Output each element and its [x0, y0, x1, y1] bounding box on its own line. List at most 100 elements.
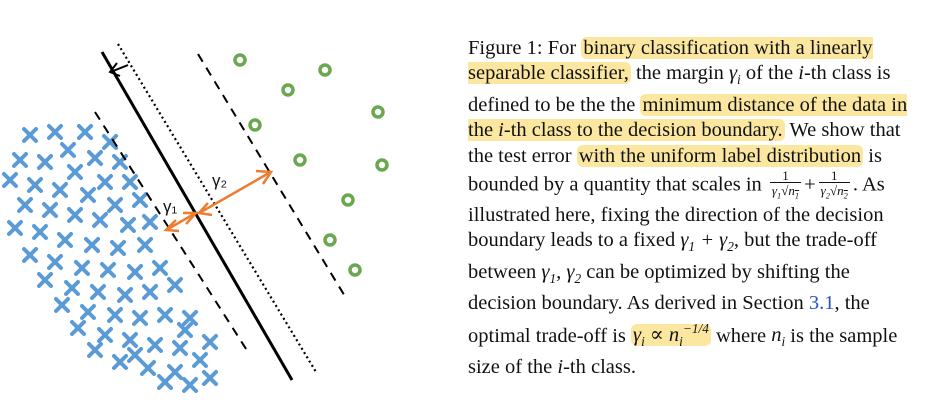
caption-text: , the optimal trade-off is — [468, 292, 870, 347]
x-mark-icon — [97, 174, 113, 190]
x-mark-icon — [87, 150, 103, 166]
x-mark-icon — [182, 310, 198, 326]
circle-mark-icon — [341, 193, 355, 207]
x-mark-icon — [2, 172, 18, 188]
figure-caption: Figure 1: For binary classification with… — [468, 37, 908, 378]
x-mark-icon — [127, 264, 143, 280]
x-mark-icon — [110, 240, 126, 256]
x-mark-icon — [52, 182, 68, 198]
gamma-1-label: γ₁ — [163, 197, 178, 216]
math-i: i — [798, 62, 804, 85]
circle-mark-icon — [248, 118, 262, 132]
x-mark-icon — [37, 154, 53, 170]
caption-text: of the — [745, 62, 794, 85]
x-mark-icon — [202, 370, 218, 386]
x-mark-icon — [60, 142, 76, 158]
x-mark-icon — [107, 307, 123, 323]
x-mark-icon — [157, 307, 173, 323]
math-fraction-2: 1 γ2√n2 — [818, 168, 850, 201]
x-mark-icon — [70, 320, 86, 336]
circle-mark-icon — [375, 158, 389, 172]
x-mark-icon — [167, 277, 183, 293]
x-mark-icon — [122, 174, 138, 190]
highlight-uniform-label: with the uniform label distribution — [576, 144, 864, 167]
x-mark-icon — [22, 247, 38, 263]
x-mark-icon — [107, 197, 123, 213]
caption-text: where — [716, 324, 767, 347]
x-mark-icon — [80, 187, 96, 203]
x-mark-icon — [172, 340, 188, 356]
figure-label: Figure 1: — [468, 37, 543, 59]
caption-text: , but the trade-off between — [468, 229, 877, 283]
math-gamma-sum: γ1 + γ2 — [680, 229, 734, 255]
shifted-decision-boundary — [117, 43, 317, 373]
circle-mark-icon — [233, 53, 247, 67]
math-gamma-i: γi — [728, 62, 741, 88]
x-mark-icon — [147, 337, 163, 353]
x-mark-icon — [17, 197, 33, 213]
caption-text: -th class is defined to be the the — [468, 62, 891, 116]
x-mark-icon — [97, 327, 113, 343]
x-mark-icon — [182, 377, 198, 393]
class-o-points — [233, 53, 389, 277]
caption-text: is the sample size of the — [468, 324, 898, 378]
x-mark-icon — [142, 284, 158, 300]
x-mark-icon — [80, 304, 96, 320]
x-mark-icon — [57, 232, 73, 248]
margin-arrow-gamma-2 — [196, 169, 274, 217]
x-mark-icon — [42, 202, 58, 218]
x-mark-icon — [22, 127, 38, 143]
class-x-points — [2, 124, 218, 393]
x-mark-icon — [12, 152, 28, 168]
caption-text: is bounded by a quantity that scales in — [468, 144, 882, 196]
section-link[interactable]: 3.1 — [808, 292, 835, 315]
x-mark-icon — [90, 284, 106, 300]
circle-mark-icon — [293, 153, 307, 167]
circle-mark-icon — [371, 105, 385, 119]
decision-boundary — [100, 51, 294, 381]
x-mark-icon — [67, 207, 83, 223]
circle-mark-icon — [323, 233, 337, 247]
x-mark-icon — [117, 287, 133, 303]
x-mark-icon — [202, 334, 218, 350]
x-mark-icon — [102, 134, 118, 150]
x-mark-icon — [47, 254, 63, 270]
rotation-arrow-icon — [108, 62, 129, 77]
x-mark-icon — [92, 212, 108, 228]
math-fraction-1: 1 γ1√n1 — [769, 168, 802, 201]
x-mark-icon — [152, 260, 168, 276]
x-mark-icon — [32, 224, 48, 240]
x-mark-icon — [192, 352, 208, 368]
x-mark-icon — [120, 217, 136, 233]
math-gamma-pair: γ1, γ2 — [541, 260, 582, 286]
caption-text: the margin — [635, 62, 724, 85]
x-mark-icon — [122, 332, 138, 348]
x-mark-icon — [177, 322, 193, 338]
x-mark-icon — [132, 310, 148, 326]
x-mark-icon — [37, 272, 53, 288]
caption-text: For — [547, 37, 577, 59]
circle-mark-icon — [281, 83, 295, 97]
x-mark-icon — [100, 262, 116, 278]
x-mark-icon — [27, 177, 43, 193]
x-mark-icon — [87, 342, 103, 358]
x-mark-icon — [47, 124, 63, 140]
circle-mark-icon — [318, 63, 332, 77]
x-mark-icon — [157, 374, 173, 390]
x-mark-icon — [127, 347, 143, 363]
x-mark-icon — [140, 360, 156, 376]
math-i: i — [557, 355, 564, 378]
caption-text: can be optimized by shifting the decisio… — [468, 260, 850, 315]
circle-mark-icon — [348, 263, 362, 277]
margin-illustration: γ₁ γ₂ — [2, 43, 389, 393]
gamma-2-label: γ₂ — [212, 171, 227, 190]
caption-text: . As illustrated here, fixing the direct… — [468, 173, 885, 252]
x-mark-icon — [132, 192, 148, 208]
caption-text: -th class. — [563, 355, 636, 378]
caption-text: We show that the test error — [468, 119, 901, 167]
x-mark-icon — [54, 297, 70, 313]
x-mark-icon — [7, 220, 23, 236]
x-mark-icon — [77, 124, 93, 140]
x-mark-icon — [64, 280, 80, 296]
x-mark-icon — [84, 237, 100, 253]
